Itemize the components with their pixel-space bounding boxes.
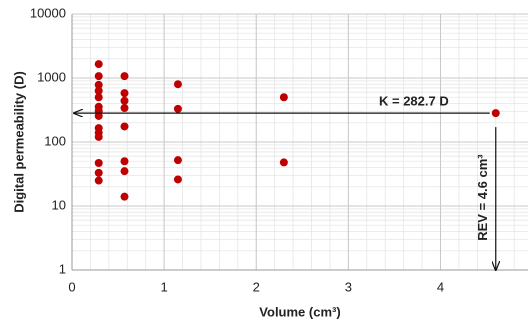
point [120,96,129,105]
point [94,80,103,89]
x-tick-label: 1 [161,279,168,294]
point [94,60,103,69]
point [94,93,103,102]
point [279,158,288,167]
y-tick-label: 1000 [37,69,66,84]
y-tick-label: 1 [59,261,66,276]
point [120,122,129,131]
x-tick-label: 3 [345,279,352,294]
point [94,132,103,141]
y-tick-label: 10 [52,197,66,212]
point [94,86,103,95]
y-axis-title: Digital permeability (D) [11,71,26,213]
point [120,89,129,98]
y-tick-label: 10000 [30,5,66,20]
point [173,104,182,113]
point [173,175,182,184]
annotation: REV = 4.6 cm³ [475,154,490,241]
point [279,93,288,102]
x-tick-label: 4 [437,279,444,294]
point [120,157,129,166]
point [173,156,182,165]
point [120,72,129,81]
x-axis-title: Volume (cm³) [259,304,340,319]
point [94,111,103,120]
point [120,103,129,112]
point [94,158,103,167]
point [94,168,103,177]
annotation: K = 282.7 D [379,94,449,109]
x-tick-label: 0 [68,279,75,294]
point [120,192,129,201]
x-tick-label: 2 [253,279,260,294]
point [491,109,500,118]
point [94,72,103,81]
point [120,167,129,176]
y-tick-label: 100 [44,133,66,148]
point [173,80,182,89]
point [94,176,103,185]
